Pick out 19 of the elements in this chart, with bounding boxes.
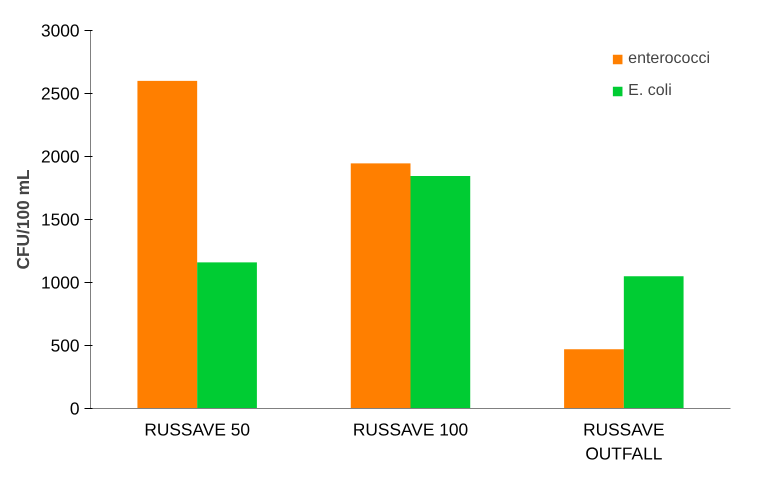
y-tick-label: 0	[70, 398, 80, 418]
y-tick-label: 500	[50, 336, 80, 356]
x-tick-label: RUSSAVE 100	[352, 420, 468, 440]
x-tick-label: RUSSAVE OUTFALL	[583, 420, 665, 464]
bar	[624, 276, 684, 408]
y-tick-label: 2500	[40, 84, 80, 104]
y-tick-label: 2000	[40, 146, 80, 166]
y-tick-label: 1000	[40, 272, 80, 292]
x-tick-label: RUSSAVE 50	[144, 420, 250, 440]
legend-label: E. coli	[628, 82, 672, 100]
bar	[410, 176, 470, 408]
bar	[350, 163, 410, 408]
bar	[197, 262, 257, 408]
bar	[564, 349, 624, 408]
legend-label: enterococci	[628, 50, 710, 68]
bar	[137, 80, 198, 408]
y-tick-label: 3000	[40, 20, 80, 40]
y-tick-label: 1500	[40, 210, 80, 230]
y-axis-title: CFU/100 mL	[12, 169, 33, 270]
